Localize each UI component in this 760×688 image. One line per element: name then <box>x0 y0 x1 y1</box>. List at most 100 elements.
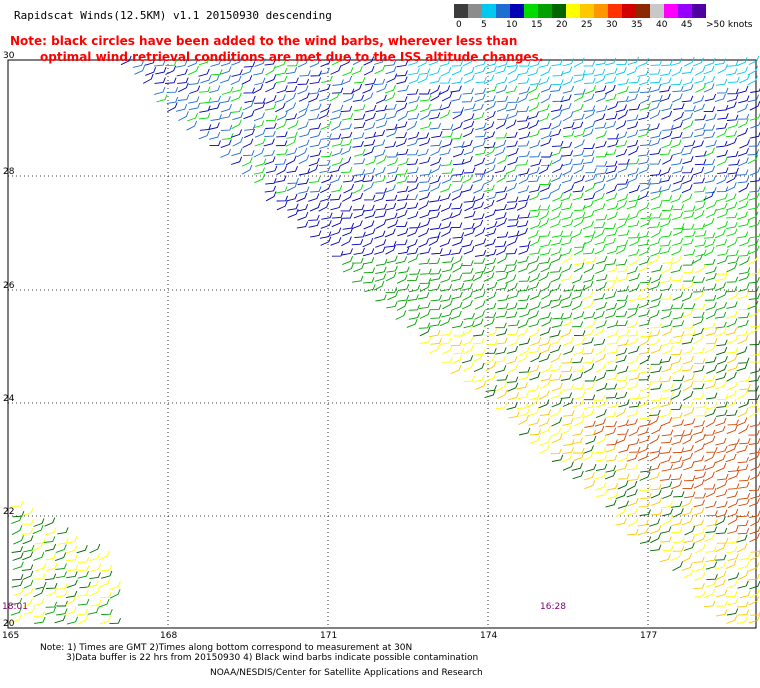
wind-barb <box>639 419 651 427</box>
wind-barb <box>329 165 341 174</box>
wind-barb <box>725 327 737 336</box>
wind-barb <box>550 353 562 363</box>
wind-barb <box>33 598 45 607</box>
wind-barb <box>474 300 486 310</box>
wind-barb <box>298 103 310 113</box>
wind-barb <box>529 372 541 381</box>
wind-barb <box>266 165 278 174</box>
wind-barb <box>573 452 585 462</box>
wind-barb <box>628 103 641 111</box>
wind-barb <box>727 515 739 525</box>
wind-barb <box>528 119 539 130</box>
wind-barb <box>716 104 729 112</box>
wind-barb <box>662 384 674 392</box>
wind-barb <box>595 214 608 221</box>
wind-barb <box>352 192 364 202</box>
wind-barb <box>717 209 729 219</box>
wind-barb <box>574 139 585 149</box>
wind-barb <box>627 303 640 310</box>
wind-barb <box>495 266 508 273</box>
wind-barb <box>364 228 376 237</box>
legend-swatch <box>650 4 664 18</box>
wind-barb <box>528 319 540 328</box>
legend-tick-label: 30 <box>606 20 618 30</box>
wind-barb <box>650 489 662 499</box>
wind-barb <box>714 425 726 434</box>
wind-barb <box>573 258 586 266</box>
wind-barb <box>472 337 485 345</box>
wind-barb <box>715 78 728 86</box>
wind-barb <box>682 569 694 579</box>
legend-tick-label: 35 <box>631 20 643 30</box>
wind-barb <box>299 129 311 138</box>
wind-barb <box>606 211 618 221</box>
wind-barb <box>649 409 661 417</box>
wind-barb <box>747 154 759 164</box>
wind-barb <box>549 283 561 292</box>
wind-barb <box>439 238 451 248</box>
legend-tick-label: 0 <box>456 20 462 30</box>
wind-barb <box>750 120 760 129</box>
wind-barb <box>540 263 552 273</box>
wind-barb <box>747 300 759 310</box>
wind-barb <box>604 258 617 266</box>
wind-barb <box>659 175 671 183</box>
wind-barb <box>739 553 751 561</box>
wind-barb <box>528 175 540 183</box>
wind-barb <box>670 265 683 274</box>
wind-barb <box>584 182 596 193</box>
wind-barb <box>714 454 726 464</box>
wind-barb <box>241 75 253 85</box>
wind-barb <box>353 263 365 273</box>
wind-barb <box>244 128 255 139</box>
wind-barb <box>604 281 616 292</box>
wind-barb <box>475 122 487 131</box>
wind-barb <box>738 357 750 364</box>
wind-barb <box>486 339 498 346</box>
wind-barb <box>747 255 759 266</box>
wind-barb <box>330 65 342 75</box>
wind-barb <box>265 191 277 202</box>
wind-barb <box>353 77 366 84</box>
wind-barb <box>617 500 629 509</box>
wind-barb <box>474 238 487 247</box>
wind-barb <box>551 382 563 392</box>
wind-barb <box>475 76 487 84</box>
wind-barb <box>429 176 441 185</box>
wind-barb <box>596 151 608 158</box>
wind-barb <box>562 418 574 426</box>
wind-barb <box>484 146 496 157</box>
wind-barb <box>496 254 508 264</box>
wind-barb <box>396 221 408 228</box>
wind-barb <box>341 75 353 85</box>
wind-barb <box>715 321 727 329</box>
wind-barb <box>572 192 584 201</box>
legend-swatch <box>678 4 692 18</box>
wind-barb <box>484 157 496 166</box>
wind-barb <box>484 355 495 365</box>
wind-barb <box>199 86 211 93</box>
wind-barb <box>23 606 36 615</box>
wind-barb <box>738 272 750 282</box>
wind-barb <box>78 564 90 571</box>
wind-barb <box>285 155 297 166</box>
wind-barb <box>483 175 495 185</box>
wind-barb <box>671 436 683 446</box>
wind-barb <box>55 563 67 570</box>
wind-barb <box>265 122 277 129</box>
wind-barb <box>549 364 562 372</box>
wind-barb <box>725 453 737 463</box>
wind-barb <box>65 606 77 616</box>
wind-barb <box>541 151 553 158</box>
wind-barb <box>650 186 662 194</box>
wind-barb <box>373 280 385 291</box>
wind-barb <box>406 247 419 255</box>
wind-barb <box>583 60 596 67</box>
wind-barb <box>540 373 552 382</box>
wind-barb <box>320 133 332 140</box>
wind-barb <box>748 407 760 418</box>
wind-barb <box>538 390 550 400</box>
wind-barb <box>429 67 441 76</box>
wind-barb <box>551 140 564 147</box>
wind-barb <box>33 518 45 527</box>
